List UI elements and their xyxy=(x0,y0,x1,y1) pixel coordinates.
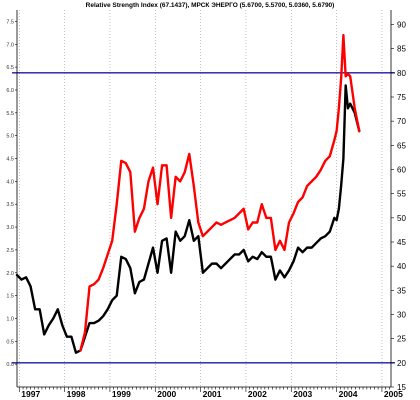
series-group xyxy=(15,33,361,354)
x-tick-label: 2001 xyxy=(203,389,222,399)
chart-title: Relative Strength Index (67.1437), МРСК … xyxy=(86,2,335,9)
right-tick-label: 35 xyxy=(397,286,406,295)
reference-lines xyxy=(12,72,395,364)
right-tick-label: 55 xyxy=(397,190,406,199)
right-tick-label: 85 xyxy=(397,45,406,54)
left-tick-label: 0.0 xyxy=(6,362,14,368)
right-tick-label: 15 xyxy=(397,383,406,392)
right-tick-label: 20 xyxy=(397,359,406,368)
x-tick-label: 1999 xyxy=(112,389,131,399)
x-tick-label: 1998 xyxy=(67,389,86,399)
x-tick-label: 2004 xyxy=(339,389,358,399)
left-tick-label: 5.0 xyxy=(6,134,14,140)
left-tick-label: 3.5 xyxy=(6,202,14,208)
left-tick-label: 4.0 xyxy=(6,179,14,185)
right-tick-label: 45 xyxy=(397,238,406,247)
right-tick-label: 60 xyxy=(397,166,406,175)
x-tick-label: 1997 xyxy=(21,389,40,399)
x-tick-label: 2000 xyxy=(157,389,176,399)
right-tick-label: 90 xyxy=(397,21,406,30)
right-axis-ticks: 15 20 25 30 35 40 45 50 55 60 65 70 75 80 85 90 xyxy=(391,21,406,392)
left-tick-label: 6.5 xyxy=(6,65,14,71)
right-tick-label: 25 xyxy=(397,335,406,344)
left-axis-ticks: 0.0 0.5 1.0 1.5 2.0 2.5 3.0 3.5 4.0 4.5 5.0 5.5 6.0 6… xyxy=(6,19,17,368)
left-tick-label: 5.5 xyxy=(6,111,14,117)
left-tick-label: 2.5 xyxy=(6,248,14,254)
right-tick-label: 50 xyxy=(397,214,406,223)
left-tick-label: 2.0 xyxy=(6,271,14,277)
left-tick-label: 7.5 xyxy=(6,19,14,25)
left-tick-label: 4.5 xyxy=(6,157,14,163)
right-tick-label: 70 xyxy=(397,117,406,126)
left-tick-label: 0.5 xyxy=(6,339,14,345)
black-series-line xyxy=(15,84,361,354)
right-tick-label: 30 xyxy=(397,311,406,320)
left-tick-label: 7.0 xyxy=(6,42,14,48)
left-tick-label: 1.0 xyxy=(6,316,14,322)
right-tick-label: 65 xyxy=(397,141,406,150)
right-tick-label: 80 xyxy=(397,69,406,78)
left-tick-label: 6.0 xyxy=(6,88,14,94)
red-series-line xyxy=(79,33,361,352)
x-axis-ticks: 1997 1998 1999 2000 2001 2002 2003 2004 2005 xyxy=(18,387,403,399)
left-tick-label: 3.0 xyxy=(6,225,14,231)
x-tick-label: 2003 xyxy=(293,389,312,399)
right-tick-label: 40 xyxy=(397,262,406,271)
x-tick-label: 2002 xyxy=(248,389,267,399)
x-tick-label: 2005 xyxy=(384,389,403,399)
right-tick-label: 75 xyxy=(397,93,406,102)
left-tick-label: 1.5 xyxy=(6,294,14,300)
